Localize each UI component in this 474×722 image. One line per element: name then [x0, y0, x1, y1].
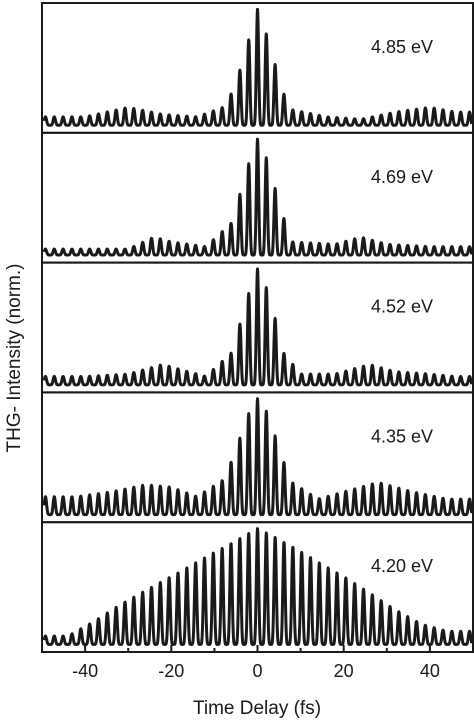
x-tick-label: 40	[420, 661, 440, 681]
panel-4-52-ev: 4.52 eV	[41, 261, 474, 394]
panel-4-69-ev: 4.69 eV	[41, 131, 474, 264]
series-label: 4.20 eV	[371, 556, 433, 576]
series-label: 4.52 eV	[371, 297, 433, 317]
series-line	[42, 527, 474, 646]
y-axis-label: THG- Intensity (norm.)	[4, 264, 25, 453]
series-label: 4.69 eV	[371, 167, 433, 187]
panel-4-35-ev: 4.35 eV	[41, 391, 474, 524]
x-axis-label: Time Delay (fs)	[193, 698, 321, 719]
panel-4-20-ev: 4.20 eV	[41, 521, 474, 654]
x-axis: -40 -20 0 20 40	[72, 645, 440, 681]
series-label: 4.35 eV	[371, 426, 433, 446]
x-tick-label: 20	[334, 661, 354, 681]
x-tick-label: -40	[72, 661, 98, 681]
series-line	[42, 137, 474, 257]
panels: 4.85 eV 4.69 eV 4.52 eV 4.35 eV 4.20 eV	[41, 2, 474, 654]
series-line	[42, 7, 474, 127]
panel-4-85-ev: 4.85 eV	[41, 2, 474, 134]
x-tick-label: -20	[158, 661, 184, 681]
x-tick-label: 0	[252, 661, 262, 681]
series-label: 4.85 eV	[371, 37, 433, 57]
series-line	[42, 397, 474, 517]
series-line	[42, 267, 474, 387]
